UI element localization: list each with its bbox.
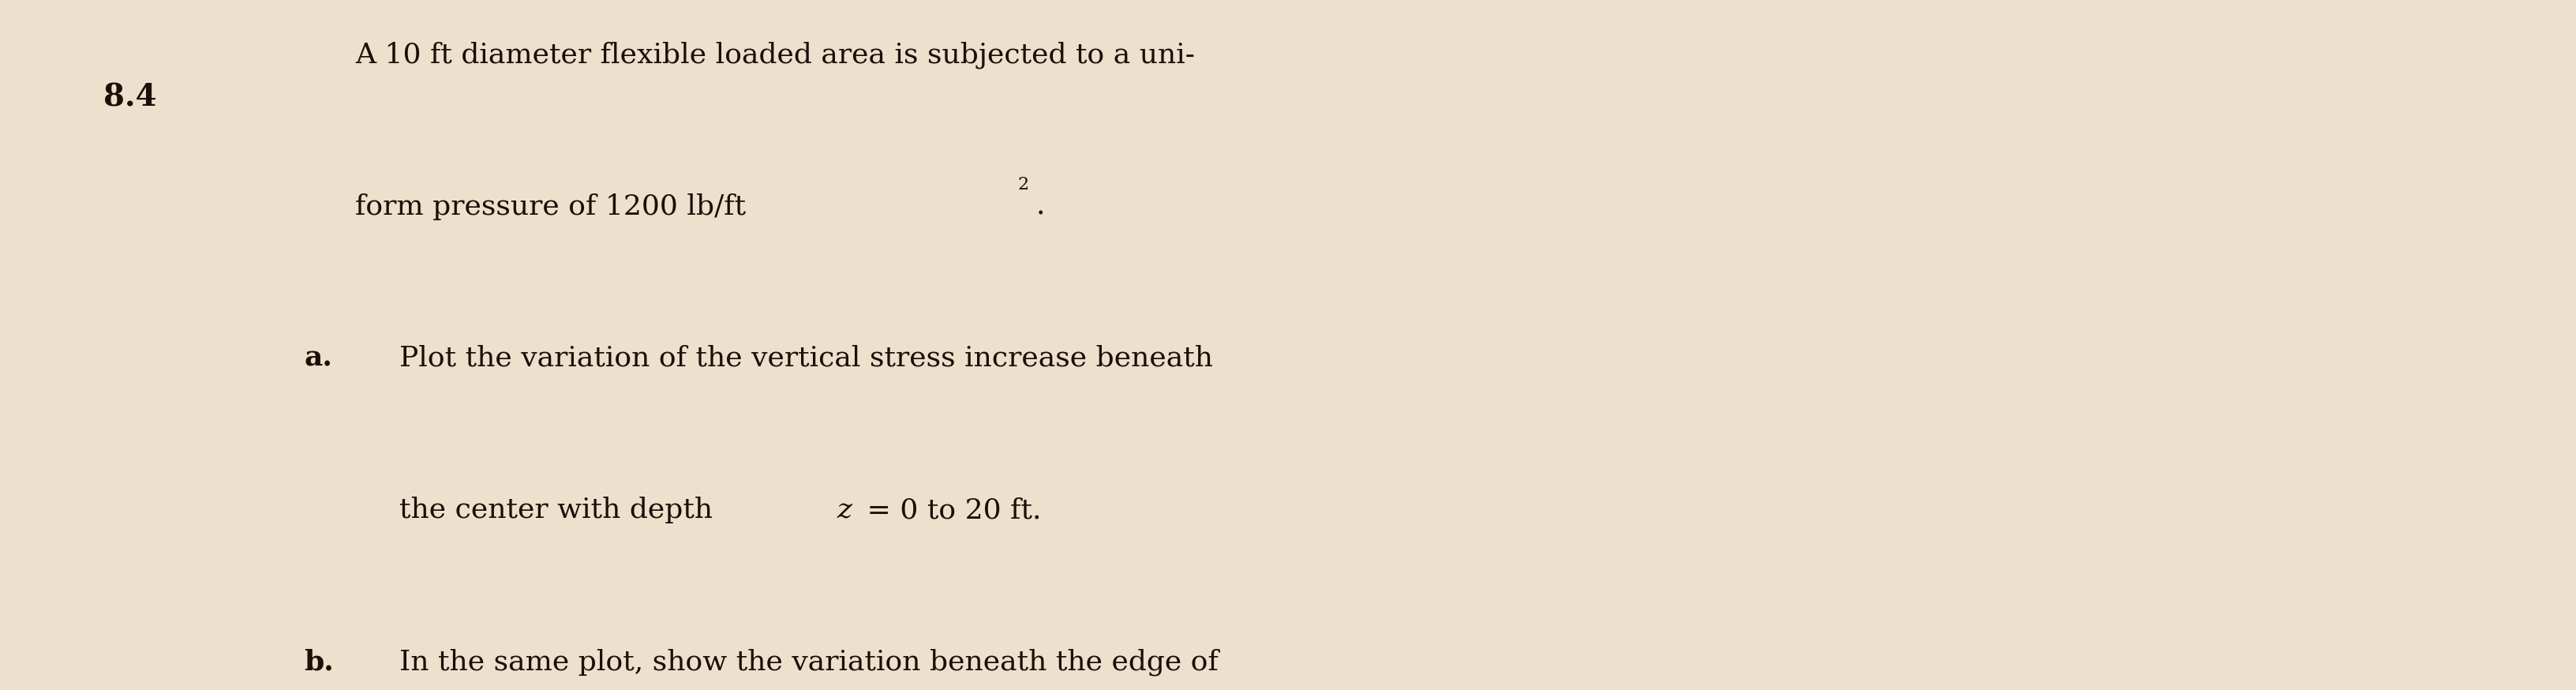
Text: z: z bbox=[837, 497, 853, 524]
Text: .: . bbox=[1036, 193, 1046, 220]
Text: a.: a. bbox=[304, 345, 332, 372]
Text: In the same plot, show the variation beneath the edge of: In the same plot, show the variation ben… bbox=[399, 649, 1218, 676]
Text: = 0 to 20 ft.: = 0 to 20 ft. bbox=[858, 497, 1041, 524]
Text: 8.4: 8.4 bbox=[103, 83, 157, 112]
Text: b.: b. bbox=[304, 649, 335, 676]
Text: the center with depth: the center with depth bbox=[399, 497, 721, 524]
Text: Plot the variation of the vertical stress increase beneath: Plot the variation of the vertical stres… bbox=[399, 345, 1213, 372]
Text: A 10 ft diameter flexible loaded area is subjected to a uni-: A 10 ft diameter flexible loaded area is… bbox=[355, 41, 1195, 68]
Text: 2: 2 bbox=[1018, 176, 1028, 193]
Text: form pressure of 1200 lb/ft: form pressure of 1200 lb/ft bbox=[355, 193, 747, 220]
